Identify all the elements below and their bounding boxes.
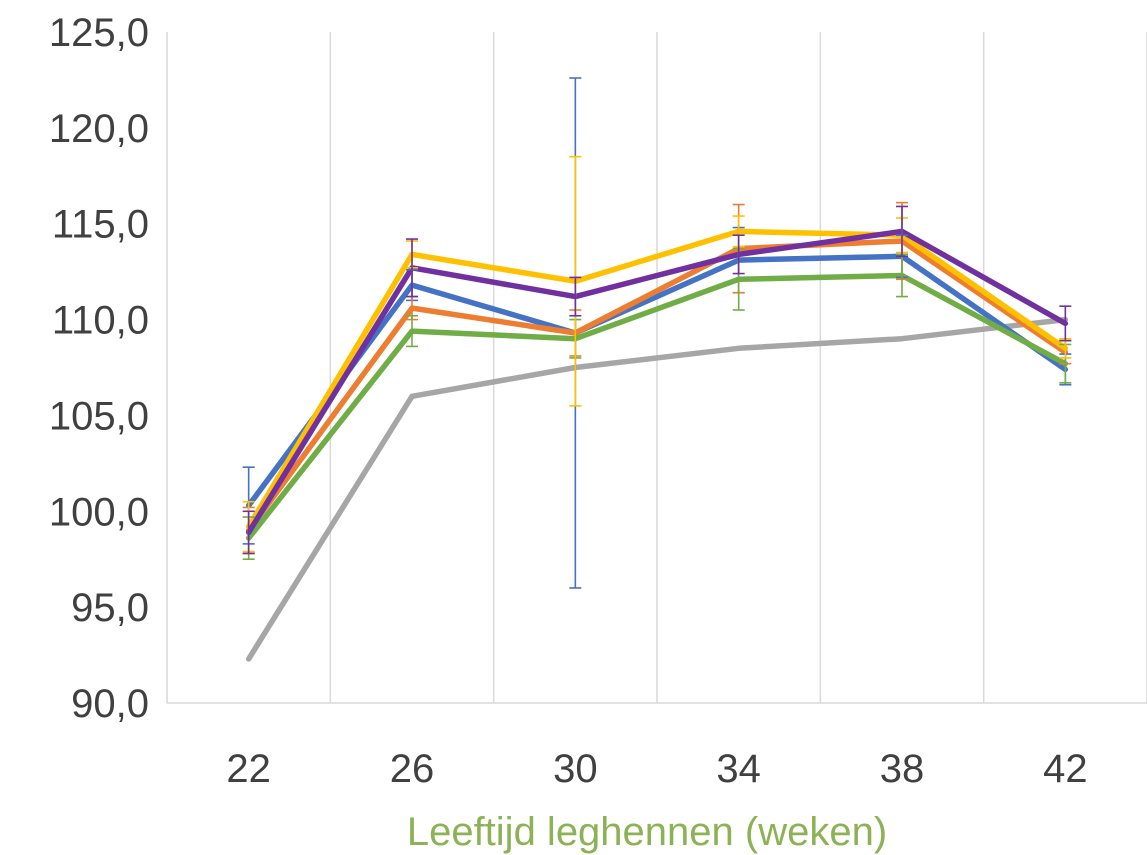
series-line-6: [245, 228, 1069, 536]
x-tick-label: 34: [716, 747, 761, 791]
error-bars: [242, 77, 1072, 589]
x-tick-label: 38: [880, 747, 925, 791]
y-tick-labels: 90,0 95,0 100,0 105,0 110,0 115,0 120,0 125,0: [49, 11, 149, 726]
x-tick-label: 30: [553, 747, 598, 791]
error-bar: [732, 234, 745, 275]
error-bar: [1059, 305, 1072, 342]
y-tick-label: 95,0: [71, 586, 149, 630]
series-line-5: [245, 228, 1069, 530]
series-line-1: [245, 316, 1069, 662]
y-tick-label: 120,0: [49, 107, 149, 151]
series-line-4: [245, 272, 1069, 541]
error-bar: [896, 205, 908, 258]
x-tick-label: 42: [1043, 747, 1088, 791]
series-line-2: [245, 253, 1069, 509]
error-bar: [406, 314, 418, 348]
error-bar: [406, 238, 418, 298]
grid-lines: [166, 32, 1147, 703]
x-axis-title: Leeftijd leghennen (weken): [407, 810, 887, 854]
y-tick-label: 115,0: [52, 203, 149, 247]
y-tick-label: 100,0: [49, 490, 149, 534]
x-tick-labels: 22 26 30 34 38 42: [226, 747, 1087, 791]
y-tick-label: 90,0: [71, 682, 149, 726]
x-tick-label: 26: [390, 747, 435, 791]
series-lines: [245, 228, 1069, 662]
x-tick-label: 22: [226, 747, 271, 791]
y-tick-label: 110,0: [52, 299, 149, 343]
y-tick-label: 105,0: [49, 394, 149, 438]
y-tick-label: 125,0: [49, 11, 149, 55]
series-line-3: [245, 238, 1069, 534]
error-bar: [569, 276, 582, 317]
error-bar: [242, 510, 255, 555]
